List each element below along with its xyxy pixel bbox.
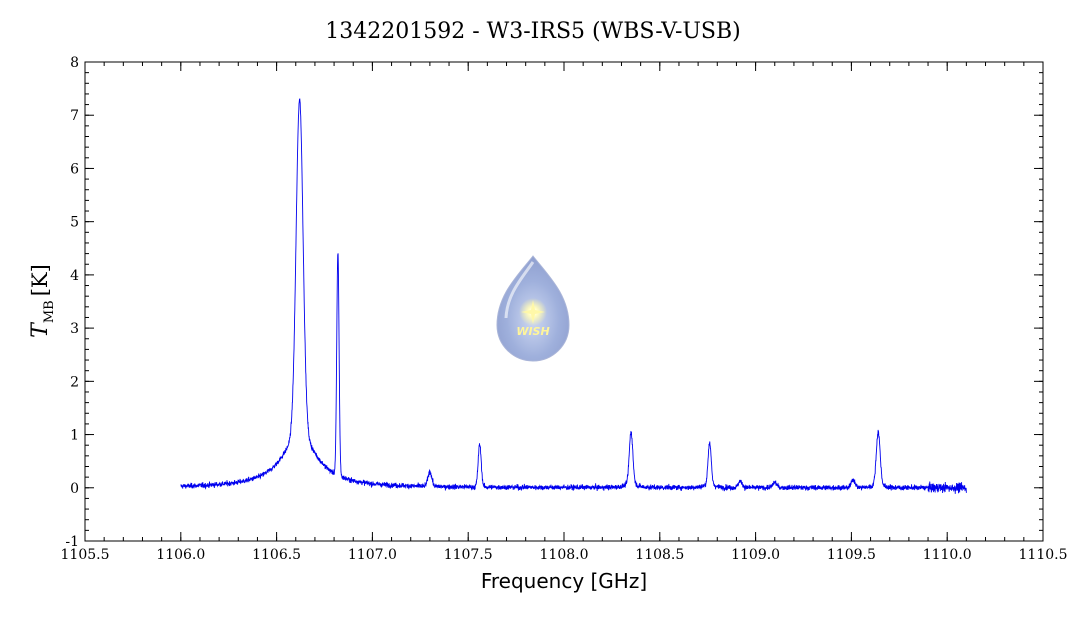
chart-title: 1342201592 - W3-IRS5 (WBS-V-USB) — [325, 19, 741, 44]
x-tick-label: 1109.5 — [827, 547, 876, 563]
y-tick-label: 3 — [70, 321, 79, 337]
y-axis-label: TMB [K] — [28, 264, 57, 338]
y-tick-label: 5 — [70, 215, 79, 231]
spectrum-line — [180, 98, 967, 494]
x-tick-label: 1106.5 — [252, 547, 301, 563]
wish-logo-text: WISH — [516, 325, 549, 338]
x-tick-label: 1106.0 — [156, 547, 205, 563]
x-tick-label: 1110.0 — [923, 547, 972, 563]
plot-axes: 1105.5 1106.0 1106.5 1107.0 1107.5 1108.0 1108… — [61, 55, 1067, 563]
svg-text:TMB[K]: TMB [K] — [28, 264, 57, 338]
y-tick-label: 2 — [70, 374, 79, 390]
x-tick-label: 1110.5 — [1019, 547, 1067, 563]
y-axis-label-unit: [K] — [28, 264, 52, 296]
plot-frame — [84, 61, 1044, 542]
y-tick-label: -1 — [65, 534, 79, 550]
x-tick-label: 1108.0 — [540, 547, 589, 563]
x-axis-label: Frequency [GHz] — [481, 569, 647, 593]
y-tick-label: 8 — [70, 55, 79, 71]
y-tick-label: 4 — [70, 268, 79, 284]
x-tick-label: 1109.0 — [731, 547, 780, 563]
spectrum-series — [180, 98, 967, 494]
y-axis-label-sub: MB — [42, 300, 57, 323]
x-tick-label: 1107.5 — [444, 547, 493, 563]
wish-logo: WISH — [496, 255, 570, 362]
x-tick-label: 1105.5 — [61, 547, 110, 563]
y-axis-label-main: T — [28, 321, 53, 338]
y-tick-label: 6 — [70, 161, 79, 177]
y-tick-label: 1 — [70, 428, 79, 444]
x-tick-label: 1108.5 — [635, 547, 684, 563]
y-tick-label: 7 — [70, 108, 79, 124]
x-tick-label: 1107.0 — [348, 547, 397, 563]
y-tick-label: 0 — [70, 481, 79, 497]
